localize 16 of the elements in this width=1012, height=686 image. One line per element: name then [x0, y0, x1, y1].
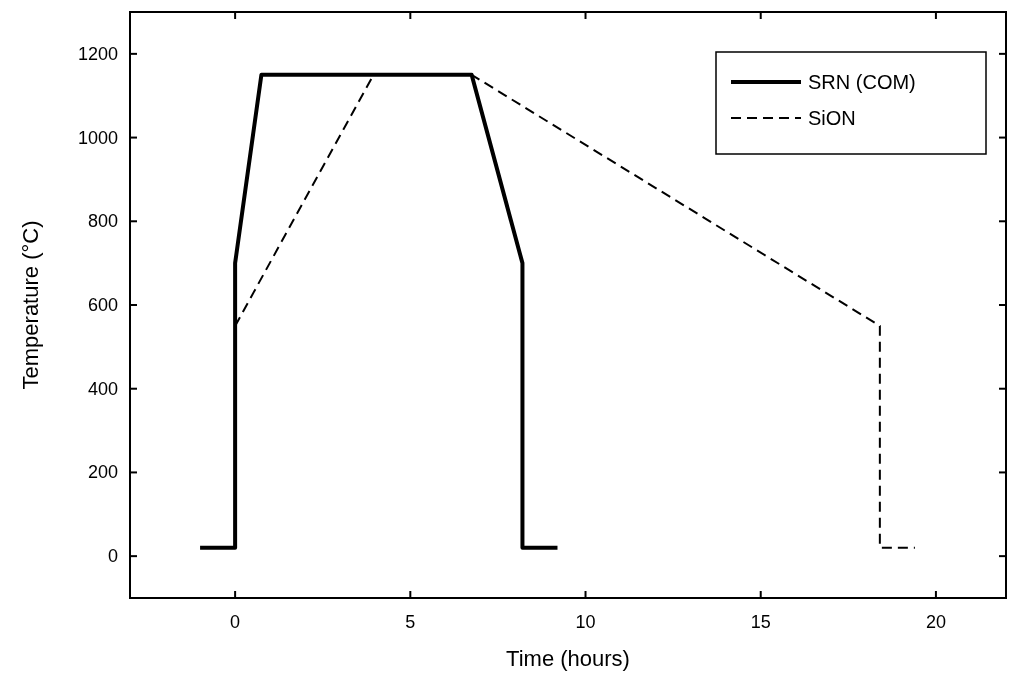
x-axis-title: Time (hours) — [506, 646, 630, 671]
y-tick-label: 400 — [87, 378, 118, 399]
x-tick-label: 15 — [750, 612, 771, 632]
x-tick-label: 5 — [405, 612, 416, 632]
legend-label: SiON — [808, 107, 856, 129]
y-tick-label: 0 — [107, 546, 118, 567]
y-tick-label: 1200 — [77, 43, 118, 64]
y-tick-label: 1000 — [77, 127, 118, 148]
y-axis-title: Temperature (°C) — [18, 220, 43, 390]
y-tick-label: 200 — [87, 462, 118, 483]
legend-label: SRN (COM) — [808, 71, 916, 93]
x-tick-label: 10 — [575, 612, 596, 632]
y-tick-label: 800 — [87, 211, 118, 232]
y-tick-label: 600 — [87, 295, 118, 315]
x-tick-label: 0 — [230, 612, 241, 632]
x-tick-label: 20 — [925, 612, 946, 632]
